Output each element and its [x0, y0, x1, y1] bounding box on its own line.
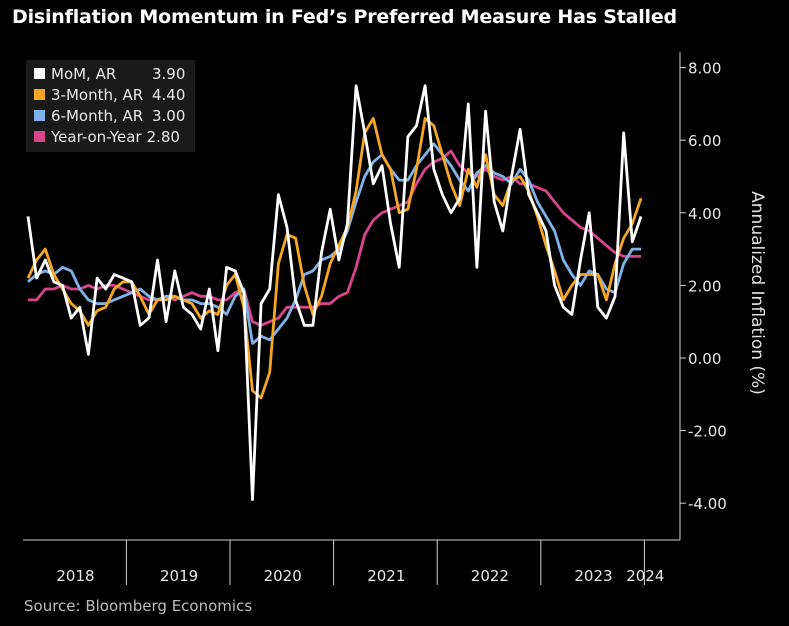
legend-item: 6-Month, AR 3.00	[34, 105, 185, 126]
legend-name: Year-on-Year	[51, 127, 142, 146]
legend-name: 6-Month, AR	[51, 106, 144, 125]
legend-item: MoM, AR 3.90	[34, 63, 185, 84]
y-tick-label: 2.00	[688, 277, 721, 295]
y-axis-label: Annualized Inflation (%)	[747, 191, 767, 395]
x-tick-label: 2023	[574, 567, 612, 585]
legend-item: 3-Month, AR 4.40	[34, 84, 185, 105]
legend-name: 3-Month, AR	[51, 85, 144, 104]
legend-swatch	[34, 68, 45, 79]
x-tick-label: 2020	[264, 567, 302, 585]
y-axis: 8.00 6.00 4.00 2.00 0.00 -2.00 -4.00	[679, 52, 727, 540]
series-lines	[26, 84, 643, 502]
y-tick-label: 6.00	[688, 132, 721, 150]
y-tick-label: 0.00	[688, 350, 721, 368]
chart-title: Disinflation Momentum in Fed’s Preferred…	[12, 6, 677, 28]
x-axis: 2018 2019 2020 2021 2022 2023 2024	[23, 539, 680, 585]
x-tick-label: 2019	[160, 567, 198, 585]
legend-name: MoM, AR	[51, 64, 117, 83]
x-tick-label: 2018	[56, 567, 94, 585]
legend-swatch	[34, 110, 45, 121]
legend-swatch	[34, 89, 45, 100]
legend-value: 4.40	[152, 85, 186, 104]
legend-item: Year-on-Year 2.80	[34, 126, 185, 147]
y-tick-label: 4.00	[688, 205, 721, 223]
legend-swatch	[34, 131, 45, 142]
legend-value: 3.00	[152, 106, 186, 125]
source-note: Source: Bloomberg Economics	[24, 597, 253, 615]
y-tick-label: -4.00	[688, 495, 727, 513]
y-tick-label: 8.00	[688, 60, 721, 78]
x-tick-label: 2021	[367, 567, 405, 585]
legend-value: 2.80	[146, 127, 180, 146]
legend-value: 3.90	[152, 64, 186, 83]
x-tick-label: 2024	[626, 567, 664, 585]
series-line-0	[26, 84, 643, 502]
legend: MoM, AR 3.90 3-Month, AR 4.40 6-Month, AR 3.0…	[26, 60, 196, 152]
y-tick-label: -2.00	[688, 423, 727, 441]
x-tick-label: 2022	[471, 567, 509, 585]
